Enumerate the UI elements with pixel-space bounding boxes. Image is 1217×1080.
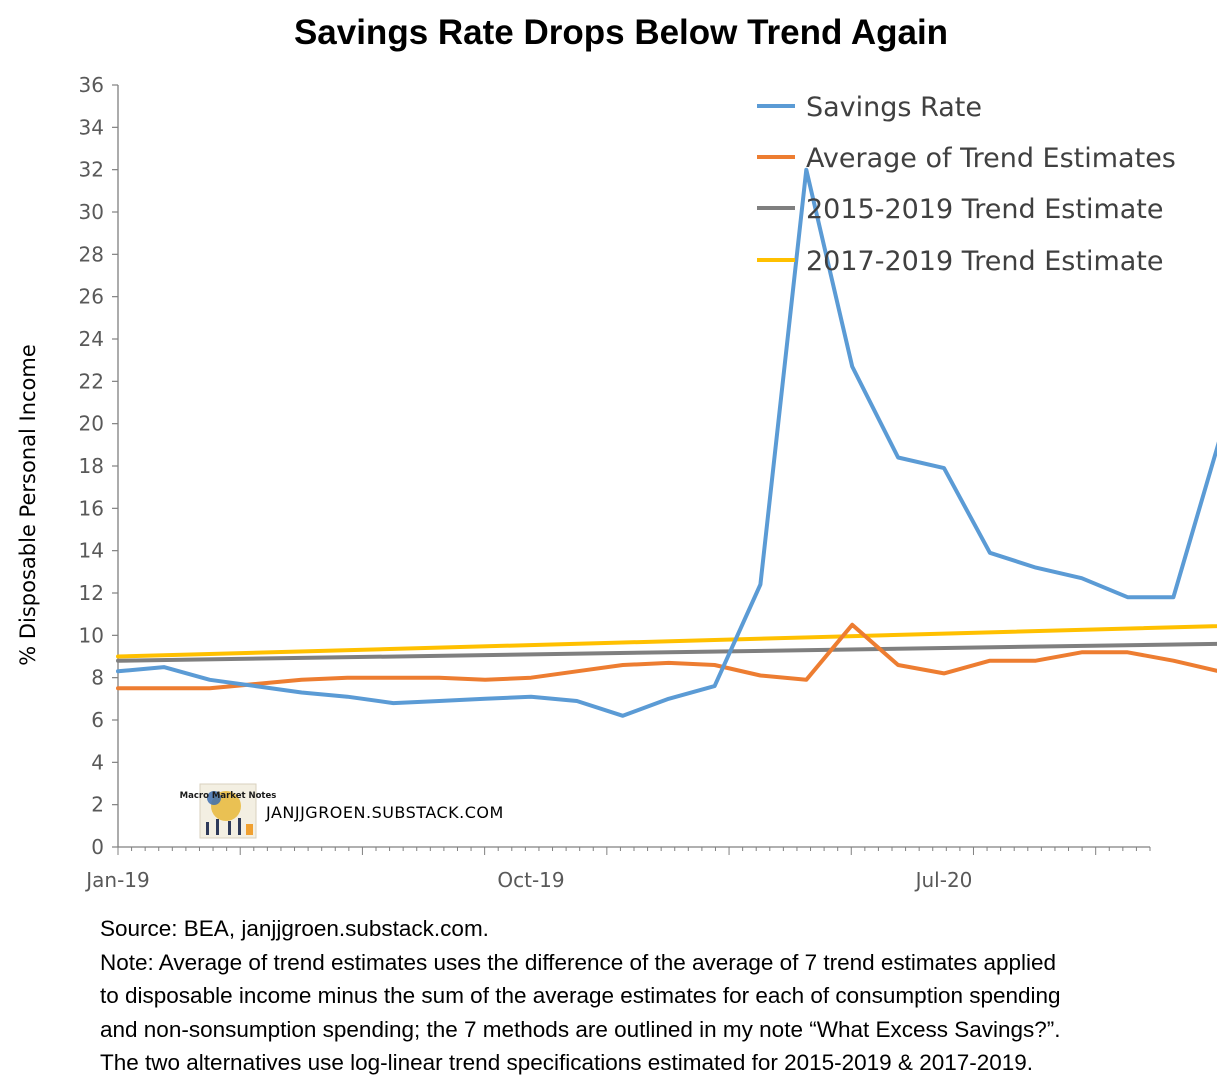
series-lines <box>116 167 1217 718</box>
legend: Savings Rate Average of Trend Estimates 20… <box>757 92 1176 277</box>
chart-title: Savings Rate Drops Below Trend Again <box>294 13 948 52</box>
x-tick-label: Jan-19 <box>84 868 150 892</box>
note-line-3: and non-sonsumption spending; the 7 meth… <box>100 1016 1061 1042</box>
series-line-0 <box>116 167 1217 718</box>
watermark-text: JANJJGROEN.SUBSTACK.COM <box>265 803 504 822</box>
series-line-1 <box>116 622 1217 691</box>
x-tick-label: Oct-19 <box>497 868 564 892</box>
y-tick-label: 32 <box>79 158 104 182</box>
legend-label: 2015-2019 Trend Estimate <box>806 194 1164 225</box>
y-tick-label: 12 <box>79 581 104 605</box>
note-line-2: to disposable income minus the sum of th… <box>100 983 1061 1008</box>
y-tick-label: 18 <box>79 454 104 478</box>
chart: Savings Rate Drops Below Trend Again % D… <box>16 13 1217 892</box>
series-line-3 <box>116 624 1217 659</box>
watermark-logo: Macro Market Notes <box>180 783 277 839</box>
y-tick-label: 10 <box>79 623 104 647</box>
y-tick-label: 8 <box>91 666 104 690</box>
legend-label: Savings Rate <box>806 92 982 123</box>
y-tick-label: 14 <box>79 539 104 563</box>
note-line-1: Note: Average of trend estimates uses th… <box>100 949 1057 975</box>
watermark: Macro Market Notes JANJJGROEN.SUBSTACK.C… <box>180 783 504 839</box>
y-tick-label: 20 <box>79 412 104 436</box>
y-tick-label: 4 <box>91 750 104 774</box>
note-line-4: The two alternatives use log-linear tren… <box>100 1050 1034 1075</box>
x-tick-label: Jul-20 <box>914 868 973 892</box>
y-tick-label: 6 <box>91 708 104 732</box>
legend-label: Average of Trend Estimates <box>806 143 1176 174</box>
watermark-logo-text: Macro Market Notes <box>180 791 277 801</box>
y-tick-label: 22 <box>79 369 104 393</box>
y-tick-label: 30 <box>79 200 104 224</box>
source-note: Source: BEA, janjjgroen.substack.com. <box>100 916 489 941</box>
y-tick-label: 24 <box>79 327 104 351</box>
y-tick-label: 28 <box>79 242 104 266</box>
y-tick-label: 26 <box>79 285 104 309</box>
legend-label: 2017-2019 Trend Estimate <box>806 246 1164 277</box>
y-tick-label: 34 <box>79 115 104 139</box>
y-axis-label: % Disposable Personal Income <box>16 344 40 666</box>
y-tick-label: 36 <box>79 73 104 97</box>
chart-notes: Source: BEA, janjjgroen.substack.com. No… <box>100 912 1210 1080</box>
y-tick-label: 2 <box>91 793 104 817</box>
y-tick-label: 16 <box>79 496 104 520</box>
y-tick-label: 0 <box>91 835 104 859</box>
series-line-2 <box>116 641 1217 663</box>
